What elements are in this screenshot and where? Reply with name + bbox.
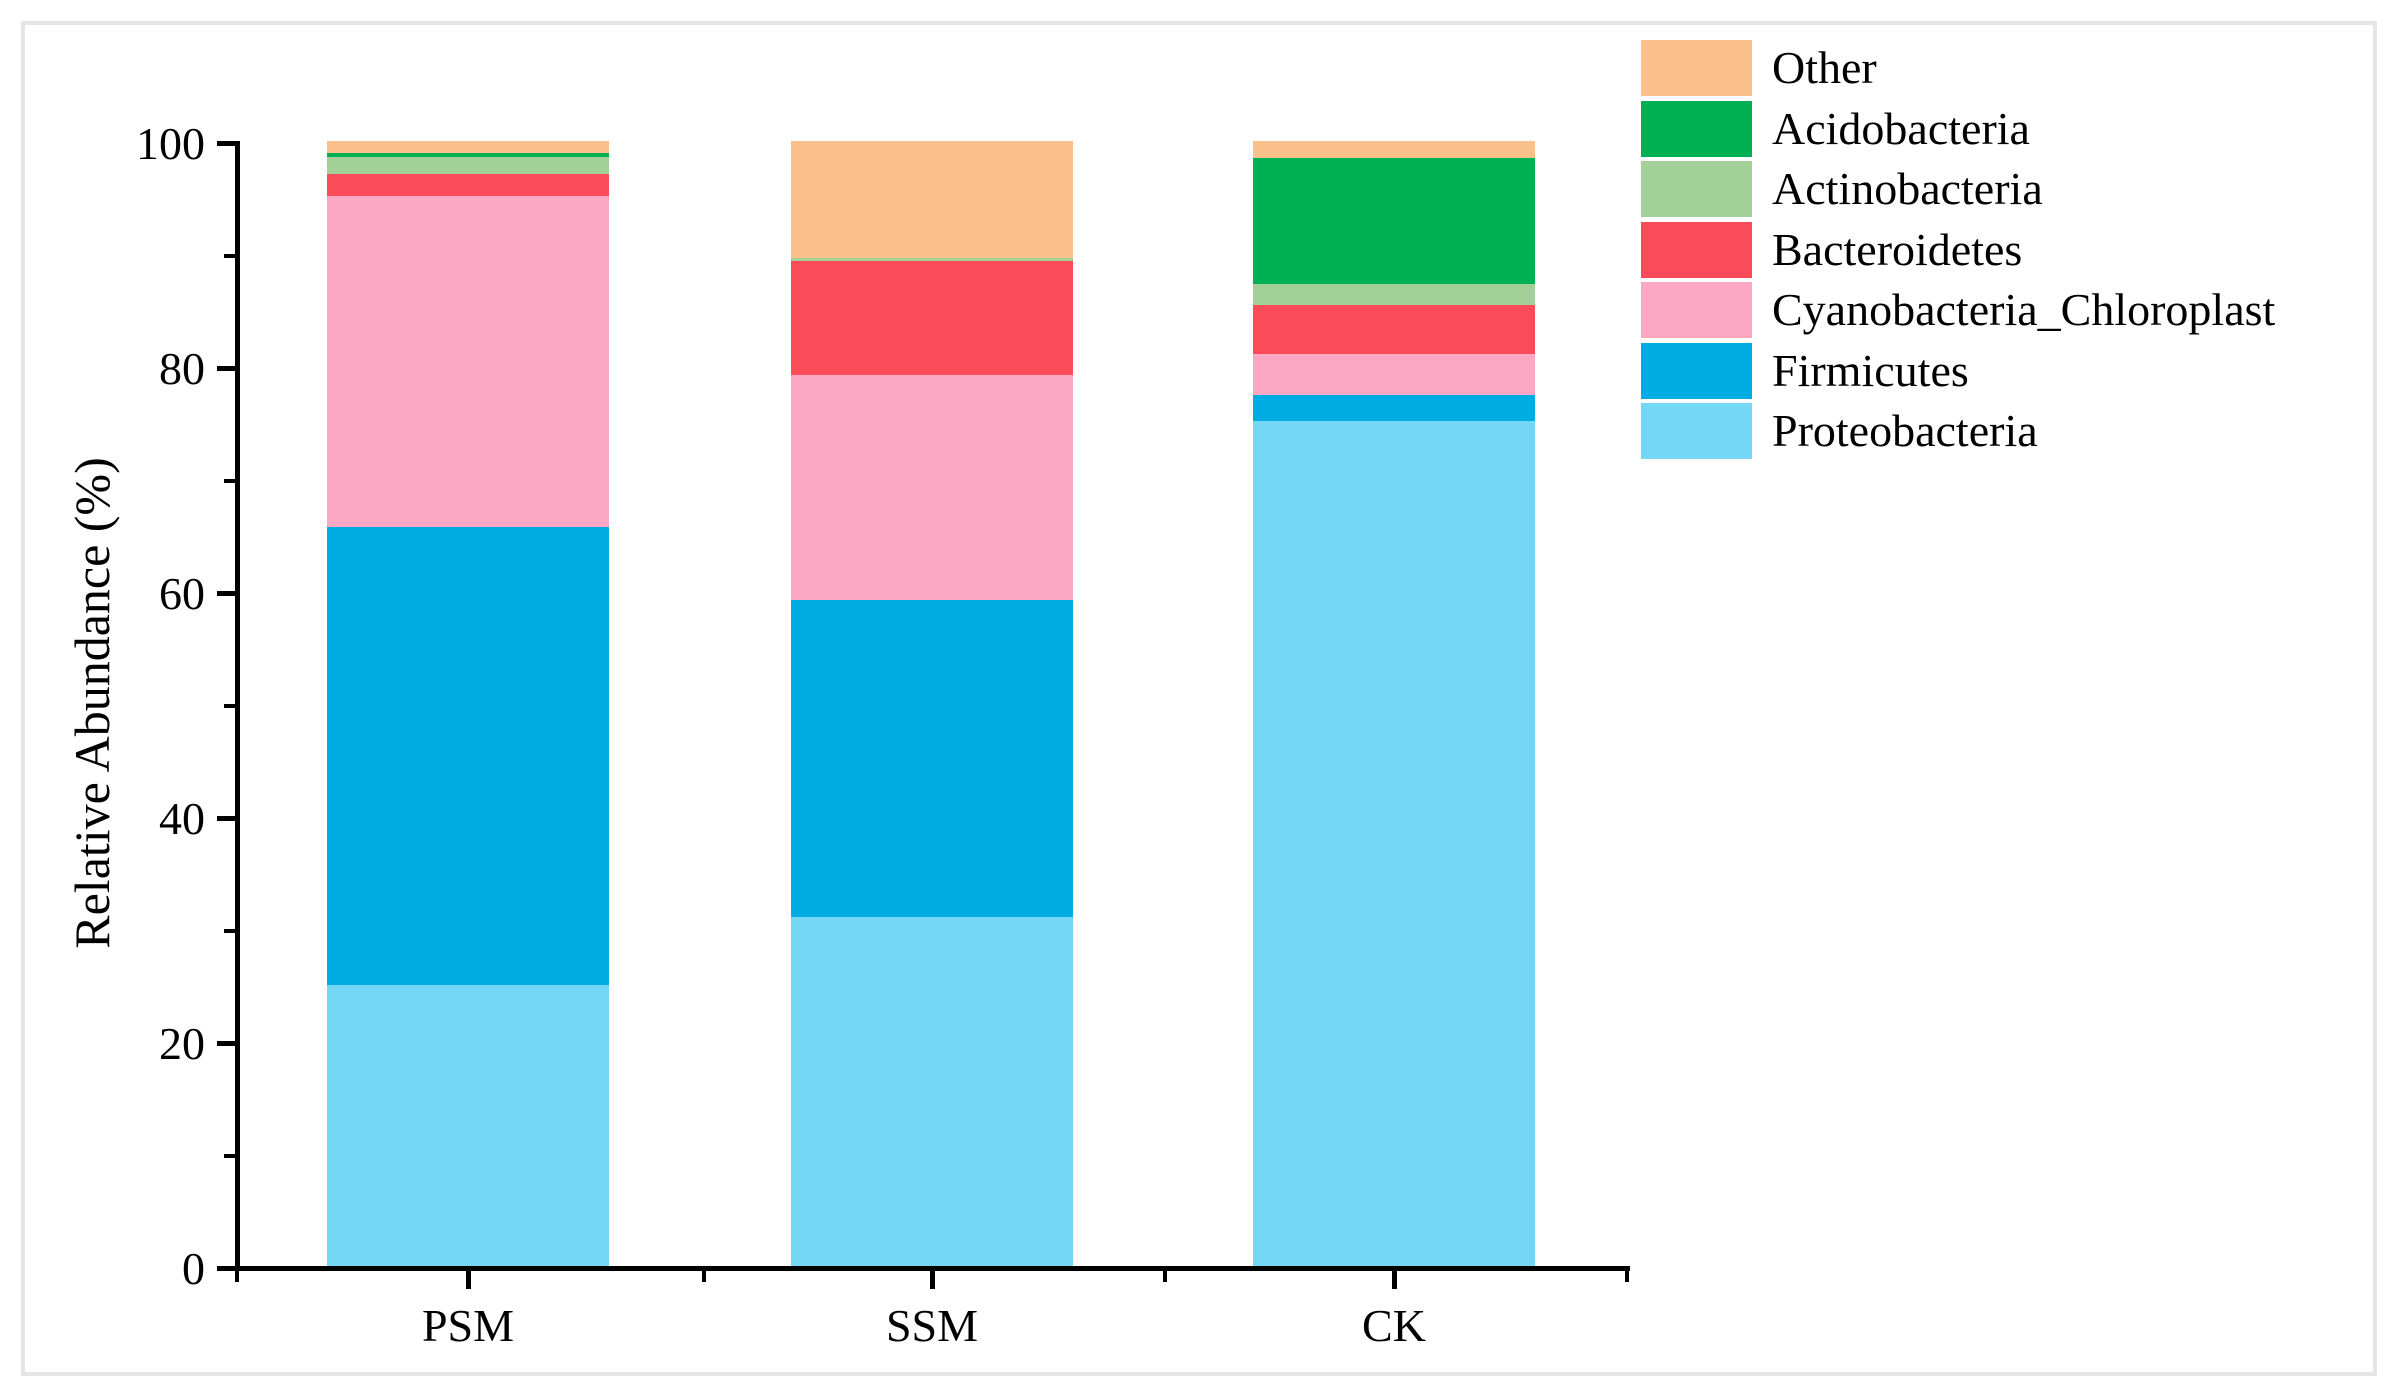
y-tick-label: 20 bbox=[159, 1018, 205, 1069]
x-axis-line bbox=[235, 1266, 1630, 1271]
bar-segment-psm-actinobacteria bbox=[327, 156, 609, 174]
bar-segment-ck-proteobacteria bbox=[1253, 421, 1535, 1266]
x-major-tick bbox=[1391, 1271, 1397, 1289]
legend-swatch-bacteroidetes bbox=[1641, 221, 1752, 278]
legend-swatch-other bbox=[1641, 40, 1752, 96]
legend-swatch-cyanobacteria_chloroplast bbox=[1641, 282, 1752, 338]
bar-segment-ck-acidobacteria bbox=[1253, 157, 1535, 284]
y-major-tick bbox=[217, 1041, 235, 1046]
bar-segment-ssm-bacteroidetes bbox=[791, 261, 1073, 375]
bar-segment-psm-acidobacteria bbox=[327, 153, 609, 157]
x-category-label-ssm: SSM bbox=[885, 1300, 979, 1351]
bar-segment-psm-firmicutes bbox=[327, 526, 609, 985]
x-major-tick bbox=[465, 1271, 471, 1289]
bar-segment-ck-bacteroidetes bbox=[1253, 305, 1535, 354]
y-tick-label: 40 bbox=[159, 793, 205, 844]
y-tick-label: 0 bbox=[182, 1243, 205, 1294]
y-tick-label: 60 bbox=[159, 568, 205, 619]
legend-label-actinobacteria: Actinobacteria bbox=[1772, 163, 2043, 214]
legend-swatch-acidobacteria bbox=[1641, 100, 1752, 157]
y-minor-tick bbox=[224, 1153, 235, 1158]
figure-border bbox=[21, 21, 2377, 1376]
bar-segment-ck-other bbox=[1253, 141, 1535, 158]
x-minor-tick bbox=[235, 1271, 239, 1282]
bar-segment-ck-cyanobacteria_chloroplast bbox=[1253, 353, 1535, 396]
x-minor-tick bbox=[1163, 1271, 1167, 1282]
y-minor-tick bbox=[224, 478, 235, 483]
bar-segment-psm-proteobacteria bbox=[327, 984, 609, 1266]
legend-label-acidobacteria: Acidobacteria bbox=[1772, 102, 2030, 154]
bar-segment-ssm-other bbox=[791, 141, 1073, 258]
x-major-tick bbox=[929, 1271, 935, 1289]
bar-segment-psm-bacteroidetes bbox=[327, 173, 609, 197]
legend-swatch-actinobacteria bbox=[1641, 161, 1752, 217]
y-major-tick bbox=[217, 141, 235, 146]
bar-segment-ssm-cyanobacteria_chloroplast bbox=[791, 375, 1073, 600]
x-category-label-ck: CK bbox=[1362, 1300, 1426, 1351]
y-major-tick bbox=[217, 366, 235, 371]
legend-swatch-proteobacteria bbox=[1641, 403, 1752, 459]
bar-segment-psm-other bbox=[327, 141, 609, 154]
x-minor-tick bbox=[1625, 1271, 1629, 1282]
legend-label-bacteroidetes: Bacteroidetes bbox=[1772, 223, 2023, 275]
y-minor-tick bbox=[224, 253, 235, 258]
bar-segment-ck-actinobacteria bbox=[1253, 283, 1535, 306]
y-major-tick bbox=[217, 1266, 235, 1271]
legend-label-cyanobacteria_chloroplast: Cyanobacteria_Chloroplast bbox=[1772, 284, 2276, 335]
bar-segment-ck-firmicutes bbox=[1253, 395, 1535, 422]
bar-segment-ssm-firmicutes bbox=[791, 600, 1073, 918]
y-minor-tick bbox=[224, 703, 235, 708]
y-major-tick bbox=[217, 591, 235, 596]
legend-label-other: Other bbox=[1772, 42, 1877, 93]
y-axis-line bbox=[235, 141, 240, 1271]
x-category-label-psm: PSM bbox=[421, 1300, 515, 1351]
legend-label-proteobacteria: Proteobacteria bbox=[1772, 405, 2038, 456]
y-tick-label: 80 bbox=[159, 343, 205, 394]
y-major-tick bbox=[217, 816, 235, 821]
bar-segment-psm-cyanobacteria_chloroplast bbox=[327, 196, 609, 527]
y-tick-label: 100 bbox=[136, 118, 205, 169]
legend-swatch-firmicutes bbox=[1641, 342, 1752, 399]
x-minor-tick bbox=[702, 1271, 706, 1282]
y-minor-tick bbox=[224, 928, 235, 933]
bar-segment-ssm-actinobacteria bbox=[791, 258, 1073, 262]
y-axis-title: Relative Abundance (%) bbox=[64, 457, 120, 949]
legend-label-firmicutes: Firmicutes bbox=[1772, 344, 1969, 396]
bar-segment-ssm-proteobacteria bbox=[791, 917, 1073, 1266]
